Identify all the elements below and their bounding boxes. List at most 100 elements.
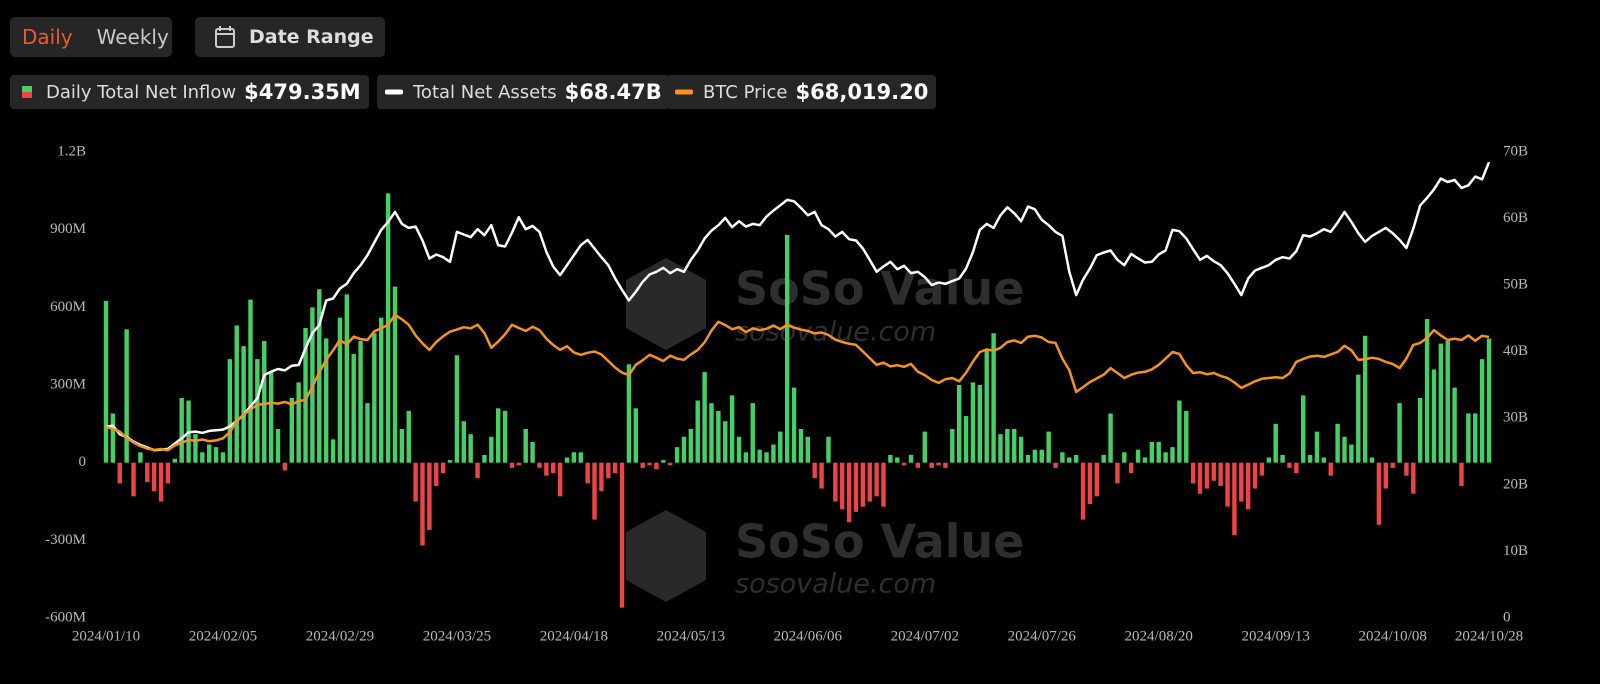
bar xyxy=(138,452,143,463)
bar xyxy=(564,457,570,463)
bar xyxy=(695,400,700,463)
bar xyxy=(647,462,652,466)
watermark-url: sosovalue.com xyxy=(735,317,936,348)
x-tick-label: 2024/09/13 xyxy=(1242,628,1310,644)
bar xyxy=(1431,369,1437,463)
bar xyxy=(317,289,322,463)
bar xyxy=(791,387,797,463)
bar xyxy=(1204,462,1210,489)
bar xyxy=(1087,462,1093,505)
bar xyxy=(1479,359,1485,463)
bar xyxy=(661,460,666,463)
date-range-label: Date Range xyxy=(249,26,374,48)
bar xyxy=(434,462,439,486)
bar xyxy=(296,382,301,463)
bar xyxy=(447,460,453,463)
bar xyxy=(1101,454,1106,463)
bar xyxy=(1424,318,1430,463)
bar xyxy=(1266,457,1272,463)
bar xyxy=(234,325,239,463)
bar xyxy=(1369,457,1375,463)
bar xyxy=(929,462,934,468)
bar xyxy=(131,462,136,497)
bar xyxy=(1039,449,1044,463)
bar xyxy=(812,462,817,479)
bar xyxy=(330,439,336,463)
y2-tick-label: 40B xyxy=(1503,343,1528,359)
bar xyxy=(1135,449,1141,463)
bar xyxy=(729,395,735,463)
weekly-button[interactable]: Weekly xyxy=(96,25,169,49)
date-range-button[interactable]: Date Range xyxy=(195,17,385,57)
bar xyxy=(1190,462,1196,484)
x-tick-label: 2024/06/06 xyxy=(774,628,843,644)
y2-tick-label: 70B xyxy=(1503,143,1528,159)
bar xyxy=(1211,462,1216,481)
daily-button[interactable]: Daily xyxy=(22,25,73,49)
bar xyxy=(365,403,370,463)
bar xyxy=(1122,452,1127,463)
legend-value: $68.47B xyxy=(564,80,662,104)
watermark xyxy=(626,258,706,602)
bar xyxy=(1273,423,1278,463)
bar xyxy=(213,447,219,463)
bar xyxy=(750,403,755,463)
bar xyxy=(860,462,866,507)
bar xyxy=(117,462,122,484)
bar xyxy=(1314,431,1320,463)
bar xyxy=(578,452,583,463)
bar xyxy=(1287,462,1292,468)
bar xyxy=(468,434,473,463)
bar xyxy=(764,452,769,463)
bar xyxy=(901,462,907,466)
bar xyxy=(262,340,267,463)
legend-item[interactable]: Total Net Assets $68.47B xyxy=(377,75,670,109)
bar xyxy=(1280,454,1285,463)
legend-item[interactable]: Daily Total Net Inflow $479.35M xyxy=(10,75,369,109)
bar xyxy=(915,462,921,468)
line xyxy=(105,161,1491,452)
legend-swatch xyxy=(22,86,32,98)
bar xyxy=(275,429,281,463)
bar xyxy=(1390,462,1395,468)
bar xyxy=(530,441,535,463)
bar xyxy=(1445,340,1450,463)
bar xyxy=(771,444,776,463)
bar xyxy=(826,436,831,463)
legend-label: Total Net Assets xyxy=(413,81,557,103)
bar xyxy=(165,462,171,484)
x-tick-label: 2024/10/28 xyxy=(1455,628,1523,644)
bar xyxy=(723,421,728,463)
bar xyxy=(193,434,198,463)
bar xyxy=(681,436,687,463)
bar xyxy=(626,364,632,463)
bar xyxy=(1197,462,1203,494)
bar xyxy=(1239,462,1244,502)
bar xyxy=(1417,397,1423,463)
bar xyxy=(1218,462,1223,486)
bar xyxy=(1307,454,1313,463)
bar xyxy=(778,431,783,463)
bar xyxy=(1163,452,1168,463)
x-tick-label: 2024/07/02 xyxy=(891,628,959,644)
bar xyxy=(392,286,398,463)
watermark-brand: SoSo Value xyxy=(735,515,1024,569)
bar xyxy=(557,462,563,497)
bar xyxy=(936,462,941,466)
bar xyxy=(475,462,480,479)
bar xyxy=(888,454,893,463)
legend-item[interactable]: BTC Price $68,019.20 xyxy=(667,75,937,109)
bar xyxy=(1053,462,1058,468)
bar xyxy=(1486,338,1492,463)
bar xyxy=(124,329,129,463)
bar xyxy=(1156,441,1161,463)
bar xyxy=(151,462,157,492)
x-tick-label: 2024/05/13 xyxy=(657,628,725,644)
bar xyxy=(1452,387,1457,463)
bar xyxy=(970,382,976,463)
bar xyxy=(1294,462,1299,474)
bar xyxy=(207,444,212,463)
bar xyxy=(716,410,721,463)
bar xyxy=(516,462,522,466)
